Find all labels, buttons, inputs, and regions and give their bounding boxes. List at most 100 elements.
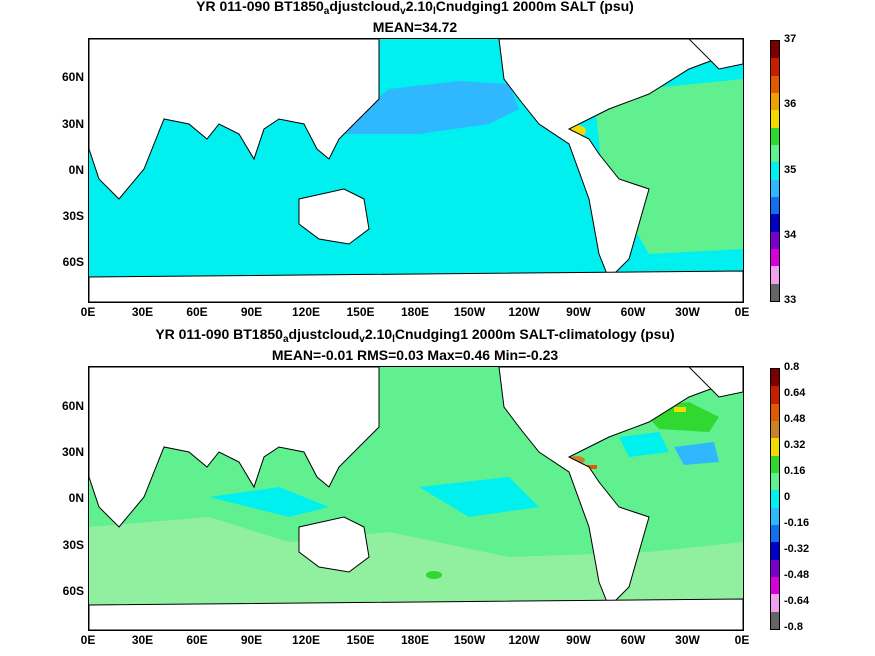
- x-tick: 0E: [80, 305, 96, 319]
- colorbar-swatch: [771, 162, 779, 180]
- x-tick: 120E: [291, 305, 321, 319]
- colorbar-swatch: [771, 127, 779, 145]
- x-tick: 0E: [734, 305, 750, 319]
- x-tick: 90E: [240, 633, 263, 647]
- x-tick: 60E: [186, 305, 208, 319]
- colorbar-swatch: [771, 369, 779, 387]
- north-pacific-region: [329, 81, 519, 134]
- colorbar-tick: -0.64: [784, 595, 810, 607]
- land-greenland: [688, 367, 743, 398]
- colorbar-swatch: [771, 214, 779, 232]
- x-tick: 30W: [675, 633, 700, 647]
- colorbar-swatch: [771, 438, 779, 456]
- x-tick: 30E: [131, 633, 154, 647]
- panel1-subtitle: MEAN=34.72: [372, 19, 458, 35]
- land-greenland: [688, 39, 743, 70]
- colorbar-tick: -0.48: [784, 569, 810, 581]
- x-tick: 150E: [346, 305, 375, 319]
- colorbar-swatch: [771, 455, 779, 473]
- panel2-subtitle: MEAN=-0.01 RMS=0.03 Max=0.46 Min=-0.23: [271, 347, 559, 363]
- colorbar-swatch: [771, 144, 779, 163]
- colorbar-tick: 0.48: [784, 413, 806, 425]
- x-tick: 60W: [620, 633, 646, 647]
- y-tick: 30S: [62, 209, 84, 223]
- land-eurasia-africa: [89, 39, 380, 200]
- colorbar-tick: 0.64: [784, 387, 806, 399]
- y-tick: 60S: [62, 584, 84, 598]
- colorbar-swatch: [771, 266, 779, 284]
- x-tick: 180E: [400, 633, 430, 647]
- colorbar-swatch: [771, 179, 779, 197]
- land-australia: [298, 188, 370, 245]
- x-tick: 150W: [453, 633, 486, 647]
- colorbar-swatch: [771, 490, 779, 508]
- colorbar-tick: 0.32: [784, 439, 806, 451]
- colorbar-tick: -0.8: [784, 621, 803, 633]
- y-tick: 30S: [62, 538, 84, 552]
- colorbar-swatch: [771, 594, 779, 612]
- x-tick: 120W: [508, 305, 540, 319]
- colorbar-swatch: [771, 41, 779, 59]
- x-tick: 0E: [734, 633, 750, 647]
- x-tick: 150E: [346, 633, 375, 647]
- colorbar-tick: 34: [784, 229, 797, 241]
- colorbar-swatch: [771, 542, 779, 560]
- land-americas: [498, 367, 743, 608]
- land-eurasia-africa: [89, 367, 380, 528]
- colorbar-tick: -0.16: [784, 517, 810, 529]
- x-tick: 30W: [675, 305, 700, 319]
- x-tick: 120E: [291, 633, 321, 647]
- panel1-colorbar: [770, 40, 780, 302]
- x-tick: 60W: [620, 305, 646, 319]
- colorbar-swatch: [771, 110, 779, 128]
- y-tick: 0N: [68, 491, 84, 505]
- y-tick: 60N: [61, 70, 84, 84]
- x-tick: 90W: [566, 305, 591, 319]
- x-tick: 120W: [508, 633, 540, 647]
- colorbar-swatch: [771, 283, 779, 301]
- y-tick: 0N: [68, 163, 84, 177]
- colorbar-tick: 0.16: [784, 465, 806, 477]
- colorbar-tick: 35: [784, 164, 797, 176]
- colorbar-tick: 0.8: [784, 361, 800, 373]
- colorbar-tick: 33: [784, 294, 797, 306]
- colorbar-tick: 37: [784, 33, 797, 45]
- colorbar-swatch: [771, 231, 779, 249]
- panel2-title: YR 011-090 BT1850adjustcloudv2.10lCnudgi…: [155, 326, 675, 345]
- y-tick: 30N: [61, 117, 84, 131]
- colorbar-tick: 36: [784, 98, 797, 110]
- colorbar-tick: 0: [784, 491, 791, 503]
- x-tick: 30E: [131, 305, 154, 319]
- western-north-atlantic-region: [674, 442, 719, 465]
- colorbar-swatch: [771, 386, 779, 404]
- panel2-map: [88, 366, 744, 631]
- colorbar-swatch: [771, 403, 779, 421]
- colorbar-swatch: [771, 248, 779, 267]
- colorbar-swatch: [771, 196, 779, 215]
- colorbar-swatch: [771, 576, 779, 595]
- x-tick: 90W: [566, 633, 591, 647]
- y-tick: 60N: [61, 399, 84, 413]
- colorbar-swatch: [771, 75, 779, 93]
- land-australia: [298, 516, 370, 573]
- y-tick: 30N: [61, 445, 84, 459]
- land-americas: [498, 39, 743, 280]
- x-tick: 60E: [186, 633, 208, 647]
- panel1-title: YR 011-090 BT1850adjustcloudv2.10lCnudgi…: [196, 0, 634, 17]
- land-antarctica: [89, 270, 743, 302]
- y-tick: 60S: [62, 255, 84, 269]
- x-tick: 180E: [400, 305, 430, 319]
- colorbar-swatch: [771, 507, 779, 525]
- colorbar-swatch: [771, 58, 779, 76]
- colorbar-swatch: [771, 559, 779, 577]
- land-antarctica: [89, 598, 743, 630]
- x-tick: 0E: [80, 633, 96, 647]
- x-tick: 150W: [453, 305, 486, 319]
- colorbar-swatch: [771, 524, 779, 543]
- x-tick: 90E: [240, 305, 263, 319]
- panel1-map: [88, 38, 744, 303]
- colorbar-swatch: [771, 92, 779, 111]
- colorbar-swatch: [771, 420, 779, 439]
- colorbar-swatch: [771, 611, 779, 629]
- colorbar-swatch: [771, 472, 779, 491]
